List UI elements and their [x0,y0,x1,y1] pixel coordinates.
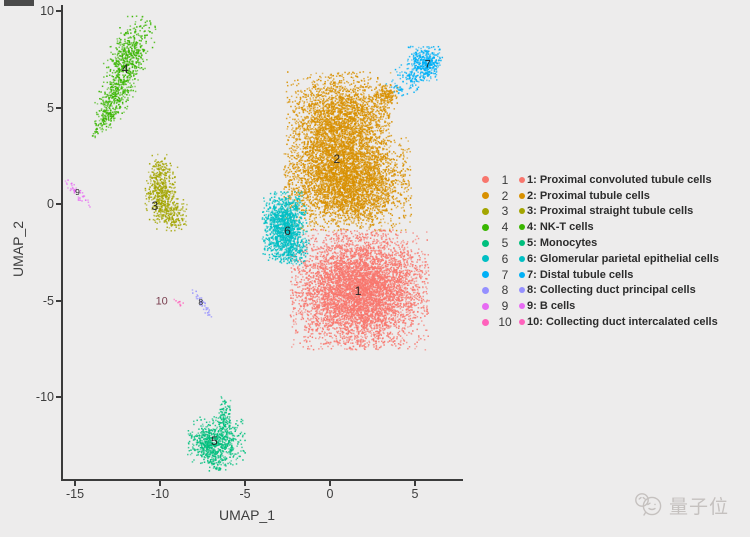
legend-dot-icon [519,240,525,247]
legend-number: 1 [501,172,509,187]
legend-dot-icon [482,192,489,200]
legend-label: 1: Proximal convoluted tubule cells [527,173,712,186]
cropped-panel-label-artifact [4,0,34,6]
legend-dot-icon [482,286,489,294]
legend-item-3: 3 3: Proximal straight tubule cells [482,204,719,220]
legend-label: 3: Proximal straight tubule cells [527,205,694,218]
legend-item-8: 8 8: Collecting duct principal cells [482,283,719,299]
legend-label: 8: Collecting duct principal cells [527,284,696,297]
cluster-label-10: 10 [155,295,168,308]
legend: 1 1: Proximal convoluted tubule cells 2 2: … [482,172,719,330]
legend-dot-icon [519,192,525,199]
legend-dot-icon [482,318,489,326]
x-tick-label: -10 [150,487,170,501]
legend-dot-icon [482,223,489,231]
x-tick-label: -5 [239,487,251,501]
cluster-label-3: 3 [151,198,159,213]
cluster-label-5: 5 [211,434,218,449]
legend-label: 10: Collecting duct intercalated cells [527,316,718,329]
legend-number: 4 [501,220,509,235]
legend-label: 6: Glomerular parietal epithelial cells [527,252,719,265]
legend-number: 6 [501,251,509,266]
legend-number: 5 [501,236,509,251]
legend-item-4: 4 4: NK-T cells [482,219,719,235]
legend-dot-icon [519,319,525,326]
y-tick-label: 10 [40,4,54,18]
legend-number: 2 [501,188,509,203]
legend-dot-icon [519,176,525,183]
watermark-text: 量子位 [669,496,730,518]
x-axis-line [61,479,463,481]
legend-number: 8 [501,283,509,298]
legend-dot-icon [482,207,489,215]
legend-number: 3 [501,204,509,219]
legend-dot-icon [482,176,489,184]
legend-dot-icon [482,239,489,247]
qbitai-logo-icon [635,493,662,516]
legend-number: 10 [498,315,512,330]
x-tick-label: 5 [411,487,419,501]
y-tick [56,10,61,12]
legend-dot-icon [482,255,489,263]
legend-item-5: 5 5: Monocytes [482,235,719,251]
legend-dot-icon [482,271,489,279]
cluster-label-1: 1 [354,283,362,298]
x-tick [414,481,416,486]
legend-label: 9: B cells [527,300,576,313]
y-tick [56,299,61,302]
y-tick-label: 5 [47,100,54,115]
y-axis-title: UMAP_2 [10,220,26,278]
legend-dot-icon [482,302,489,310]
legend-dot-icon [519,303,525,310]
legend-item-9: 9 9: B cells [482,298,719,314]
x-tick [329,481,331,486]
x-tick-label: 0 [326,487,334,501]
legend-item-6: 6 6: Glomerular parietal epithelial cells [482,251,719,267]
legend-dot-icon [519,271,525,278]
y-axis-line [61,5,63,481]
y-tick [56,396,61,398]
cluster-label-2: 2 [333,151,341,166]
y-tick-label: 0 [47,197,54,211]
legend-item-10: 10 10: Collecting duct intercalated cells [482,314,719,330]
cluster-label-9: 9 [75,187,80,198]
legend-dot-icon [519,224,525,231]
cluster-label-8: 8 [198,297,204,308]
cluster-label-6: 6 [284,224,291,239]
legend-label: 4: NK-T cells [527,221,594,234]
legend-number: 9 [501,299,509,314]
y-tick-label: -10 [35,390,54,404]
legend-number: 7 [501,267,509,282]
legend-label: 7: Distal tubule cells [527,268,634,281]
watermark: 量子位 [633,491,729,519]
x-tick [244,481,246,486]
legend-dot-icon [519,287,525,294]
legend-item-7: 7 7: Distal tubule cells [482,267,719,283]
x-tick [159,481,161,486]
cluster-label-4: 4 [121,61,129,76]
legend-item-1: 1 1: Proximal convoluted tubule cells [482,172,719,188]
x-tick [74,481,76,486]
legend-dot-icon [519,255,525,262]
y-tick-label: -5 [42,293,54,308]
x-tick-label: -15 [65,487,85,501]
cluster-label-7: 7 [424,58,431,71]
y-tick [56,106,61,109]
legend-label: 5: Monocytes [527,237,598,250]
legend-dot-icon [519,208,525,215]
legend-label: 2: Proximal tubule cells [527,189,650,202]
y-tick [56,203,61,205]
x-axis-title: UMAP_1 [218,507,276,523]
legend-item-2: 2 2: Proximal tubule cells [482,188,719,204]
